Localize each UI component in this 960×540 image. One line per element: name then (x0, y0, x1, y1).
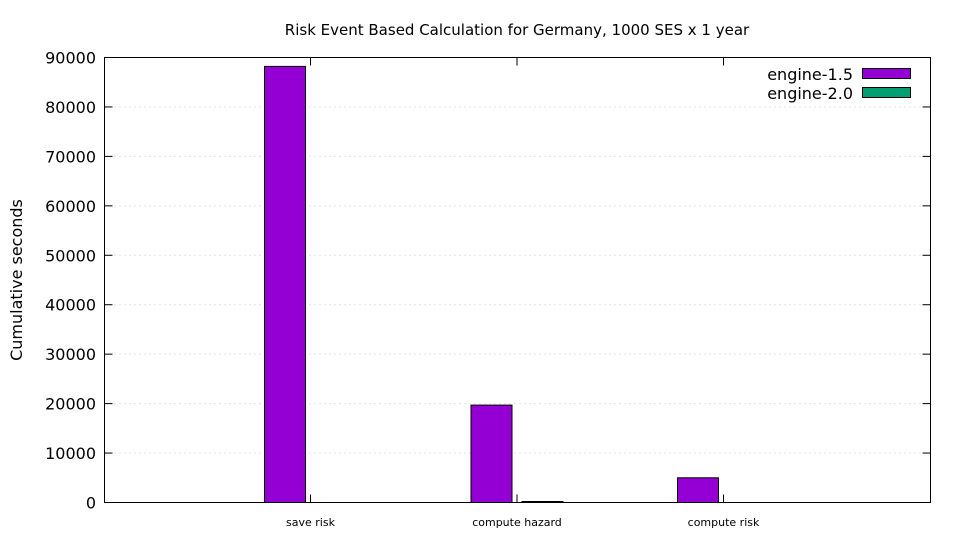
bar-engine-1-5-compute-risk (677, 477, 719, 503)
y-tick-label: 50000 (45, 246, 96, 265)
y-tick-label: 90000 (45, 49, 96, 68)
legend-swatch (862, 68, 911, 79)
y-tick-label: 80000 (45, 98, 96, 117)
plot-frame (104, 57, 931, 503)
x-tick-label: save risk (286, 516, 336, 529)
bars (264, 65, 719, 504)
legend-label: engine-2.0 (767, 84, 853, 103)
y-tick-label: 0 (86, 494, 96, 513)
y-axis-label: Cumulative seconds (7, 199, 26, 361)
y-tick-label: 60000 (45, 197, 96, 216)
chart-title: Risk Event Based Calculation for Germany… (285, 21, 750, 39)
legend-label: engine-1.5 (767, 65, 853, 84)
y-tick-label: 40000 (45, 296, 96, 315)
x-tick-label: compute risk (688, 516, 760, 529)
x-tick-label: compute hazard (472, 516, 562, 529)
bar-engine-1-5-save-risk (264, 65, 306, 504)
y-tick-label: 10000 (45, 444, 96, 463)
bar-engine-1-5-compute-hazard (470, 404, 513, 504)
grid (104, 106, 931, 454)
legend-swatch (862, 87, 911, 98)
y-tick-label: 30000 (45, 345, 96, 364)
ticks: 0 10000 20000 30000 40000 50000 60000 70000 8000… (45, 49, 931, 529)
y-tick-label: 70000 (45, 147, 96, 166)
y-tick-label: 20000 (45, 395, 96, 414)
